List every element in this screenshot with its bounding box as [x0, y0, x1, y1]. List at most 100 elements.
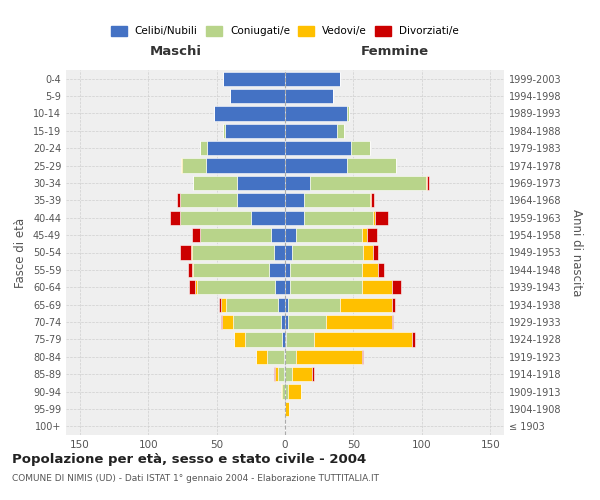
Bar: [285, 106, 347, 120]
Bar: [285, 124, 337, 138]
Bar: [285, 280, 290, 294]
Bar: [362, 350, 363, 364]
Bar: [271, 228, 285, 242]
Bar: [313, 367, 314, 382]
Bar: [281, 315, 285, 329]
Bar: [392, 298, 395, 312]
Bar: [285, 350, 296, 364]
Bar: [221, 298, 226, 312]
Bar: [282, 332, 285, 346]
Bar: [285, 228, 296, 242]
Bar: [223, 72, 285, 86]
Bar: [427, 176, 429, 190]
Bar: [179, 193, 237, 208]
Bar: [170, 210, 179, 225]
Bar: [189, 280, 194, 294]
Bar: [285, 263, 290, 277]
Bar: [285, 384, 288, 398]
Y-axis label: Fasce di età: Fasce di età: [14, 218, 27, 288]
Bar: [235, 332, 245, 346]
Text: COMUNE DI NIMIS (UD) - Dati ISTAT 1° gennaio 2004 - Elaborazione TUTTITALIA.IT: COMUNE DI NIMIS (UD) - Dati ISTAT 1° gen…: [12, 474, 379, 483]
Bar: [251, 210, 285, 225]
Bar: [285, 298, 288, 312]
Bar: [292, 246, 363, 260]
Bar: [179, 246, 191, 260]
Bar: [193, 263, 269, 277]
Bar: [284, 350, 285, 364]
Bar: [285, 332, 286, 346]
Bar: [340, 298, 392, 312]
Bar: [220, 298, 221, 312]
Bar: [347, 158, 396, 172]
Bar: [392, 280, 401, 294]
Bar: [296, 228, 362, 242]
Bar: [285, 315, 288, 329]
Bar: [288, 298, 340, 312]
Bar: [282, 384, 285, 398]
Bar: [285, 89, 333, 103]
Bar: [285, 158, 347, 172]
Bar: [284, 367, 285, 382]
Bar: [296, 350, 362, 364]
Bar: [194, 280, 197, 294]
Bar: [226, 298, 278, 312]
Y-axis label: Anni di nascita: Anni di nascita: [570, 209, 583, 296]
Text: Maschi: Maschi: [149, 45, 202, 58]
Bar: [412, 332, 415, 346]
Bar: [237, 176, 285, 190]
Bar: [370, 193, 371, 208]
Legend: Celibi/Nubili, Coniugati/e, Vedovi/e, Divorziati/e: Celibi/Nubili, Coniugati/e, Vedovi/e, Di…: [109, 24, 461, 38]
Bar: [245, 332, 282, 346]
Bar: [285, 193, 304, 208]
Bar: [214, 106, 285, 120]
Bar: [181, 158, 182, 172]
Bar: [290, 280, 362, 294]
Bar: [207, 141, 285, 156]
Bar: [285, 141, 351, 156]
Bar: [285, 367, 292, 382]
Bar: [191, 246, 192, 260]
Bar: [304, 193, 370, 208]
Bar: [269, 263, 285, 277]
Bar: [193, 176, 237, 190]
Bar: [373, 246, 378, 260]
Bar: [221, 315, 222, 329]
Bar: [367, 228, 377, 242]
Bar: [237, 193, 285, 208]
Bar: [288, 384, 301, 398]
Bar: [188, 263, 192, 277]
Text: Popolazione per età, sesso e stato civile - 2004: Popolazione per età, sesso e stato civil…: [12, 452, 366, 466]
Bar: [281, 384, 282, 398]
Text: Femmine: Femmine: [361, 45, 428, 58]
Bar: [326, 315, 392, 329]
Bar: [206, 158, 285, 172]
Bar: [192, 263, 193, 277]
Bar: [197, 280, 275, 294]
Bar: [192, 246, 274, 260]
Bar: [278, 298, 285, 312]
Bar: [222, 315, 233, 329]
Bar: [351, 141, 370, 156]
Bar: [286, 332, 314, 346]
Bar: [285, 176, 310, 190]
Bar: [290, 263, 362, 277]
Bar: [337, 124, 344, 138]
Bar: [373, 210, 376, 225]
Bar: [362, 280, 392, 294]
Bar: [285, 246, 292, 260]
Bar: [371, 193, 374, 208]
Bar: [426, 176, 427, 190]
Bar: [304, 210, 373, 225]
Bar: [274, 246, 285, 260]
Bar: [200, 141, 207, 156]
Bar: [392, 315, 393, 329]
Bar: [177, 193, 179, 208]
Bar: [233, 315, 281, 329]
Bar: [182, 158, 206, 172]
Bar: [225, 124, 285, 138]
Bar: [223, 124, 225, 138]
Bar: [363, 246, 373, 260]
Bar: [362, 263, 378, 277]
Bar: [278, 367, 284, 382]
Bar: [230, 89, 285, 103]
